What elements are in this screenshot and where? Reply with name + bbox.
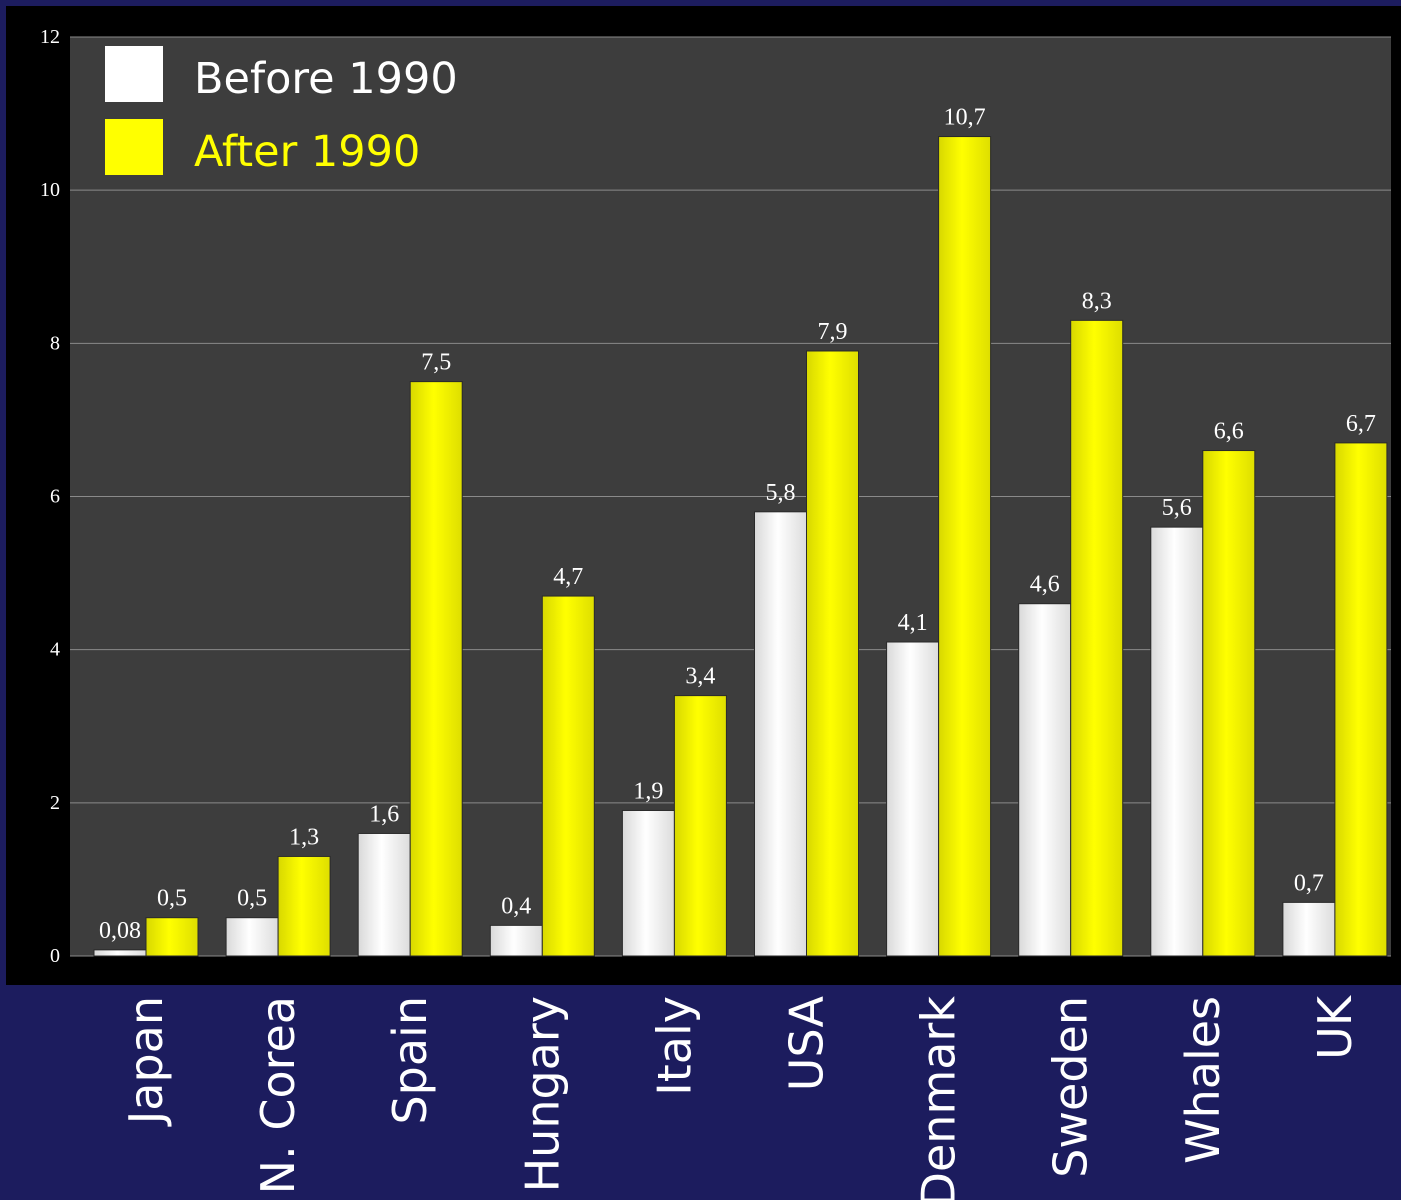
bar-before-1990 [357, 832, 411, 957]
category-label: Whales [1176, 996, 1230, 1164]
category-label: USA [780, 995, 834, 1091]
value-label: 0,5 [157, 886, 187, 912]
bar-before-1990 [225, 917, 279, 957]
y-tick-label: 12 [40, 26, 60, 48]
value-label: 0,7 [1294, 870, 1324, 896]
value-label: 10,7 [944, 105, 986, 131]
y-tick-label: 8 [50, 332, 60, 354]
y-tick-label: 6 [50, 486, 60, 508]
category-label: Sweden [1044, 996, 1098, 1178]
category-label: Spain [383, 996, 437, 1125]
value-label: 0,5 [237, 886, 267, 912]
y-tick-label: 0 [50, 945, 60, 967]
bar-after-1990 [1334, 442, 1388, 957]
legend-swatch [105, 119, 163, 175]
x-axis-categories: Japan N. Corea Spain Hungary Italy USA Denmark… [119, 994, 1362, 1200]
category-label: Denmark [912, 996, 966, 1200]
value-label: 7,5 [421, 350, 451, 376]
bar-after-1990 [145, 917, 199, 957]
category-label: Italy [647, 996, 701, 1096]
bar-before-1990 [754, 511, 807, 957]
bar-before-1990 [1150, 526, 1204, 957]
y-tick-label: 2 [50, 792, 60, 814]
bar-after-1990 [673, 695, 727, 957]
value-labels: 0,08 0,5 0,5 1,3 1,6 7,5 0,4 4,7 1,9 3,4 5,8 7,9 4,1… [99, 105, 1376, 944]
value-label: 1,3 [289, 824, 319, 850]
legend-label: After 1990 [194, 127, 420, 177]
bar-after-1990 [1202, 450, 1256, 957]
y-axis: 0 2 4 6 8 10 12 [40, 26, 60, 967]
bar-before-1990 [886, 641, 940, 957]
category-label: Japan [119, 996, 173, 1127]
value-label: 3,4 [685, 664, 715, 690]
bar-after-1990 [409, 381, 463, 957]
value-label: 0,4 [501, 893, 531, 919]
category-label: Hungary [515, 996, 569, 1192]
bar-before-1990 [489, 924, 543, 957]
value-label: 4,6 [1030, 572, 1060, 598]
bar-before-1990 [1018, 603, 1072, 957]
y-tick-label: 4 [50, 639, 60, 661]
value-label: 4,1 [898, 610, 928, 636]
legend-swatch [105, 46, 163, 102]
bar-after-1990 [806, 350, 859, 957]
y-tick-label: 10 [40, 179, 60, 201]
value-label: 5,8 [766, 480, 796, 506]
value-label: 1,9 [633, 778, 663, 804]
legend-label: Before 1990 [194, 54, 458, 104]
bar-after-1990 [541, 595, 595, 957]
bars [93, 136, 1388, 957]
value-label: 5,6 [1162, 495, 1192, 521]
bar-before-1990 [621, 809, 675, 957]
category-label: N. Corea [251, 996, 305, 1194]
value-label: 0,08 [99, 918, 141, 944]
value-label: 6,7 [1346, 411, 1376, 437]
bar-after-1990 [277, 855, 331, 957]
value-label: 8,3 [1082, 288, 1112, 314]
bar-after-1990 [1070, 319, 1124, 957]
bar-before-1990 [93, 949, 147, 957]
legend: Before 1990 After 1990 [105, 46, 458, 177]
value-label: 1,6 [369, 801, 399, 827]
category-label: UK [1308, 994, 1362, 1060]
value-label: 4,7 [553, 564, 583, 590]
value-label: 6,6 [1214, 419, 1244, 445]
value-label: 7,9 [818, 319, 848, 345]
bar-after-1990 [938, 136, 992, 957]
bar-before-1990 [1282, 901, 1336, 957]
